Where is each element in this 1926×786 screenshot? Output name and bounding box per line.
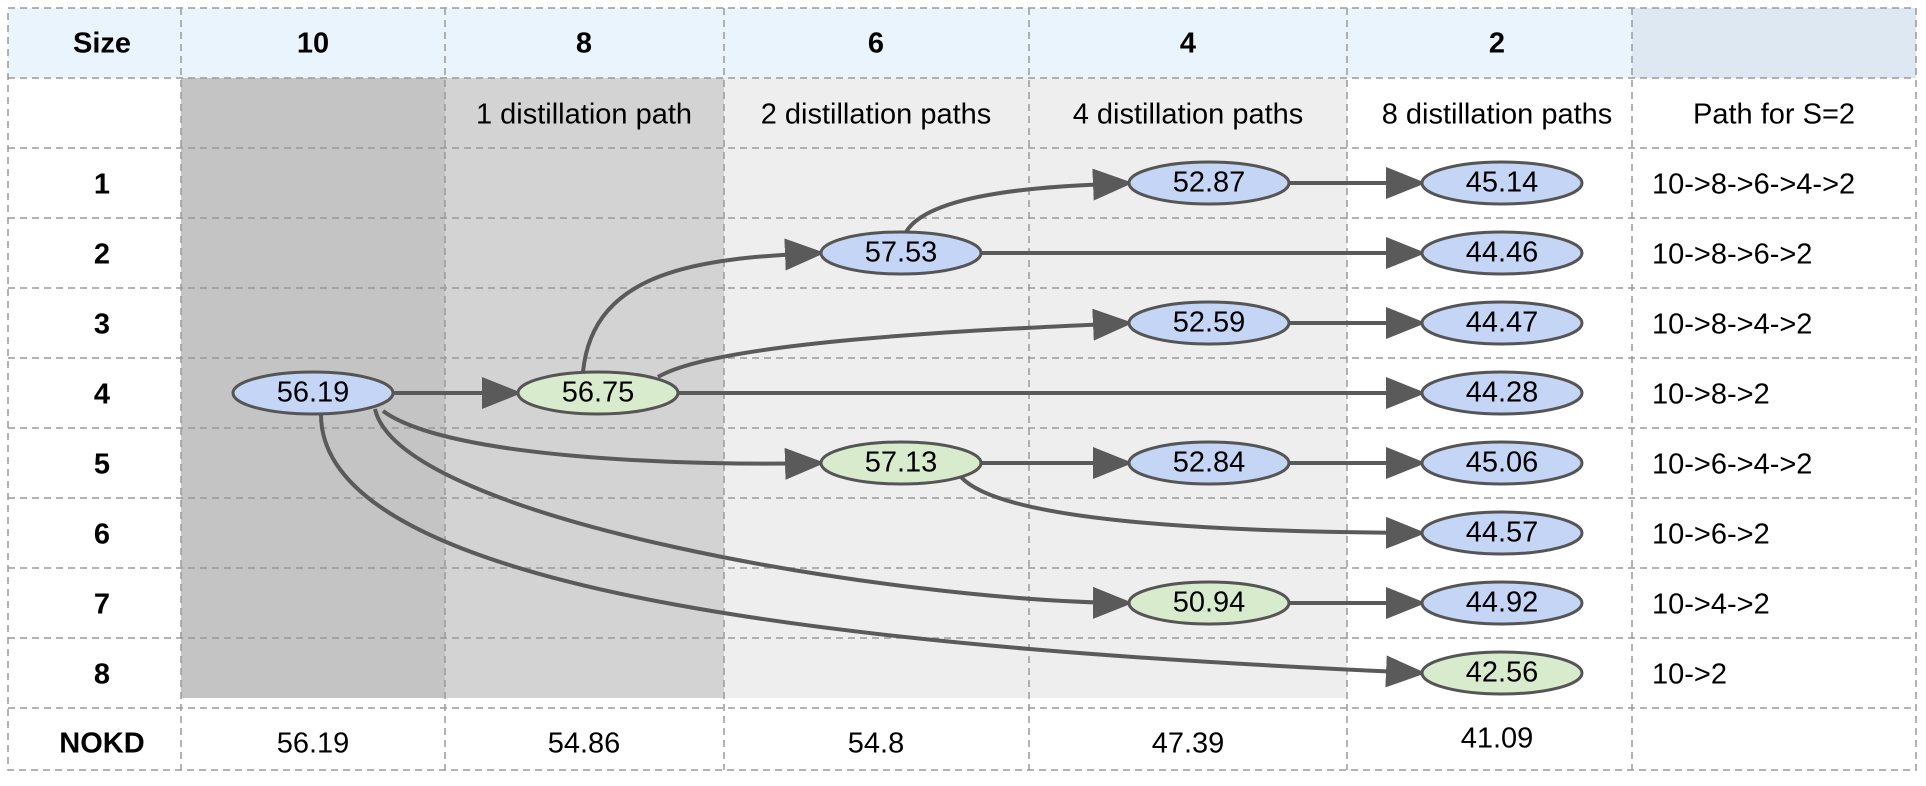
edge-n8-n6a — [581, 238, 825, 373]
node-ellipse — [819, 440, 983, 486]
node-n4d: 50.94 — [1127, 580, 1291, 626]
node-value: 42.56 — [1466, 657, 1539, 689]
edge-n8-n4b — [656, 308, 1133, 379]
node-ellipse — [1420, 510, 1584, 556]
node-value: 44.47 — [1466, 307, 1539, 339]
row-label: 6 — [94, 519, 110, 551]
node-value: 57.53 — [865, 237, 938, 269]
edge-n10-n6b — [381, 409, 825, 480]
node-n2e: 45.06 — [1420, 440, 1584, 486]
header-corner-bg — [1632, 8, 1916, 78]
node-value: 45.14 — [1466, 167, 1539, 199]
row-path-string: 10->8->4->2 — [1652, 309, 1812, 341]
node-ellipse — [1420, 230, 1584, 276]
node-n6b: 57.13 — [819, 440, 983, 486]
subheader-col-4: 4 distillation paths — [1073, 99, 1304, 131]
node-n2d: 44.28 — [1420, 370, 1584, 416]
node-value: 57.13 — [865, 447, 938, 479]
table-grid — [7, 7, 1917, 771]
row-path-string: 10->8->6->2 — [1652, 239, 1812, 271]
node-value: 56.19 — [277, 377, 350, 409]
node-n2h: 42.56 — [1420, 650, 1584, 696]
header-row-bg — [8, 8, 1916, 78]
node-ellipse — [1420, 160, 1584, 206]
node-value: 44.46 — [1466, 237, 1539, 269]
row-label: 5 — [94, 449, 110, 481]
subheader-col-8: 1 distillation path — [476, 99, 692, 131]
header-col-4: 4 — [1180, 28, 1196, 60]
nokd-value-4: 47.39 — [1152, 728, 1225, 760]
header-col-10: 10 — [297, 28, 329, 60]
node-n2f: 44.57 — [1420, 510, 1584, 556]
node-n2a: 45.14 — [1420, 160, 1584, 206]
node-n8: 56.75 — [516, 370, 680, 416]
nokd-label: NOKD — [59, 728, 144, 760]
nokd-row: NOKD 56.19 54.86 54.8 47.39 41.09 — [59, 723, 1533, 760]
node-value: 52.84 — [1173, 447, 1246, 479]
node-ellipse — [1420, 650, 1584, 696]
row-path-string: 10->4->2 — [1652, 589, 1770, 621]
node-value: 56.75 — [562, 377, 635, 409]
node-ellipse — [231, 370, 395, 416]
row-label: 8 — [94, 659, 110, 691]
node-value: 44.28 — [1466, 377, 1539, 409]
row-path-string: 10->2 — [1652, 659, 1727, 691]
edge-n10-n2h — [318, 413, 1426, 688]
row-label: 4 — [94, 379, 110, 411]
node-ellipse — [819, 230, 983, 276]
node-ellipse — [1420, 300, 1584, 346]
header-row: Size 10 8 6 4 2 — [73, 28, 1505, 60]
row-path-string: 10->8->6->4->2 — [1652, 169, 1855, 201]
node-n2c: 44.47 — [1420, 300, 1584, 346]
header-col-2: 2 — [1489, 28, 1505, 60]
node-n2b: 44.46 — [1420, 230, 1584, 276]
header-size-label: Size — [73, 28, 131, 60]
node-n4a: 52.87 — [1127, 160, 1291, 206]
row-path-string: 10->6->4->2 — [1652, 449, 1812, 481]
node-ellipse — [1420, 440, 1584, 486]
header-col-6: 6 — [868, 28, 884, 60]
node-ellipse — [1420, 580, 1584, 626]
node-ellipse — [1420, 370, 1584, 416]
node-ellipse — [1127, 300, 1291, 346]
node-ellipse — [1127, 160, 1291, 206]
row-label: 3 — [94, 309, 110, 341]
row-path-string: 10->8->2 — [1652, 379, 1770, 411]
node-value: 45.06 — [1466, 447, 1539, 479]
edge-n10-n4d — [373, 408, 1133, 619]
table-border — [7, 7, 1917, 771]
node-value: 52.59 — [1173, 307, 1246, 339]
nokd-value-6: 54.8 — [848, 728, 904, 760]
edge-n6b-n2f — [959, 475, 1426, 549]
row-label: 2 — [94, 239, 110, 271]
distillation-edges — [318, 167, 1426, 688]
node-ellipse — [1127, 440, 1291, 486]
node-ellipse — [1127, 580, 1291, 626]
node-n4c: 52.84 — [1127, 440, 1291, 486]
subheader-col-2: 8 distillation paths — [1382, 99, 1613, 131]
row-path-string: 10->6->2 — [1652, 519, 1770, 551]
row-label: 1 — [94, 169, 110, 201]
nokd-value-2: 41.09 — [1461, 723, 1534, 755]
distillation-nodes: 56.19 56.75 57.53 57.13 52.87 52.59 52.84 50.94… — [231, 160, 1584, 696]
node-value: 52.87 — [1173, 167, 1246, 199]
row-label: 7 — [94, 589, 110, 621]
node-ellipse — [516, 370, 680, 416]
nokd-value-8: 54.86 — [548, 728, 621, 760]
node-n4b: 52.59 — [1127, 300, 1291, 346]
node-n10: 56.19 — [231, 370, 395, 416]
row-labels: 1 2 3 4 5 6 7 8 10->8->6->4->2 10->8->6-… — [94, 169, 1855, 691]
node-n6a: 57.53 — [819, 230, 983, 276]
edge-n6a-n4a — [904, 168, 1133, 234]
node-value: 44.92 — [1466, 587, 1539, 619]
node-value: 44.57 — [1466, 517, 1539, 549]
header-col-8: 8 — [576, 28, 592, 60]
node-n2g: 44.92 — [1420, 580, 1584, 626]
subheader-row: 1 distillation path 2 distillation paths… — [476, 99, 1855, 131]
subheader-col-6: 2 distillation paths — [761, 99, 992, 131]
node-value: 50.94 — [1173, 587, 1246, 619]
subheader-path-title: Path for S=2 — [1693, 99, 1855, 131]
nokd-value-10: 56.19 — [277, 728, 350, 760]
